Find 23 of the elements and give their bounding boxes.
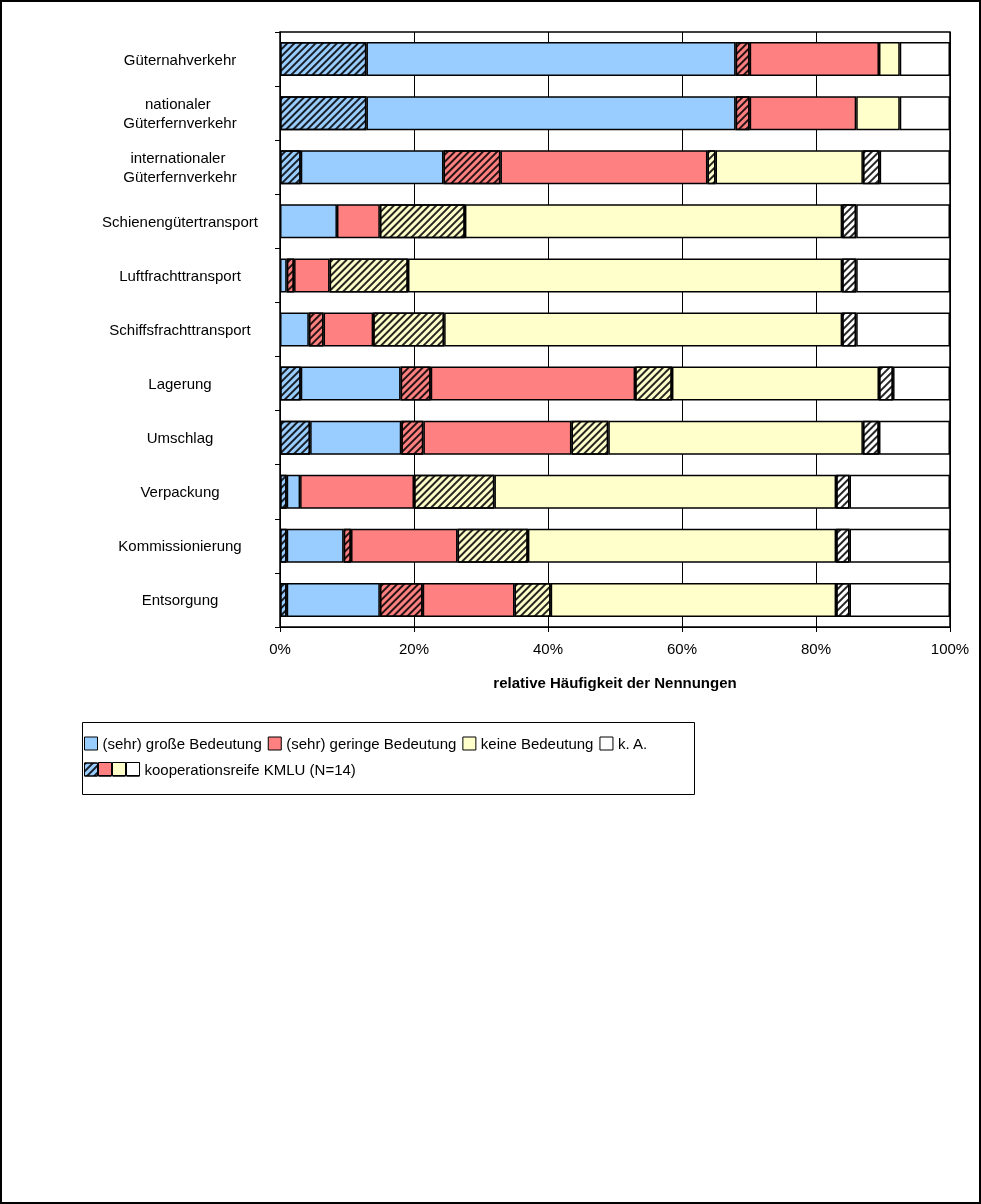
x-axis-title: relative Häufigkeit der Nennungen bbox=[493, 674, 737, 691]
legend-label: (sehr) große Bedeutung bbox=[102, 735, 262, 752]
x-tick-label: 40% bbox=[532, 640, 564, 657]
legend-label: k. A. bbox=[617, 735, 648, 752]
y-tick-label: Verpackung bbox=[140, 483, 220, 501]
y-tick-label: Güternahverkehr bbox=[123, 50, 237, 68]
x-tick-label: 20% bbox=[398, 640, 430, 657]
y-tick-label: Umschlag bbox=[146, 429, 214, 447]
y-tick-label: Schiffsfrachttransport bbox=[109, 321, 252, 338]
x-tick-label: 60% bbox=[666, 640, 698, 657]
y-tick-label: Schienengütertransport bbox=[102, 212, 259, 230]
x-tick-label: 80% bbox=[800, 640, 832, 657]
legend-label: kooperationsreife KMLU (N=14) bbox=[144, 761, 356, 778]
y-tick-label: internationaler Güterfernverkehr bbox=[123, 149, 237, 186]
y-tick-label: Kommissionierung bbox=[118, 537, 242, 555]
y-tick-label: Entsorgung bbox=[141, 591, 219, 609]
y-tick-label: Lagerung bbox=[148, 375, 212, 393]
x-tick-label: 0% bbox=[269, 640, 291, 657]
legend-label: (sehr) geringe Bedeutung bbox=[286, 735, 457, 752]
y-tick-label: nationaler Güterfernverkehr bbox=[123, 95, 237, 132]
x-tick-label: 100% bbox=[930, 640, 970, 657]
y-tick-label: Luftfrachttransport bbox=[119, 266, 242, 284]
legend-label: keine Bedeutung bbox=[480, 735, 594, 752]
